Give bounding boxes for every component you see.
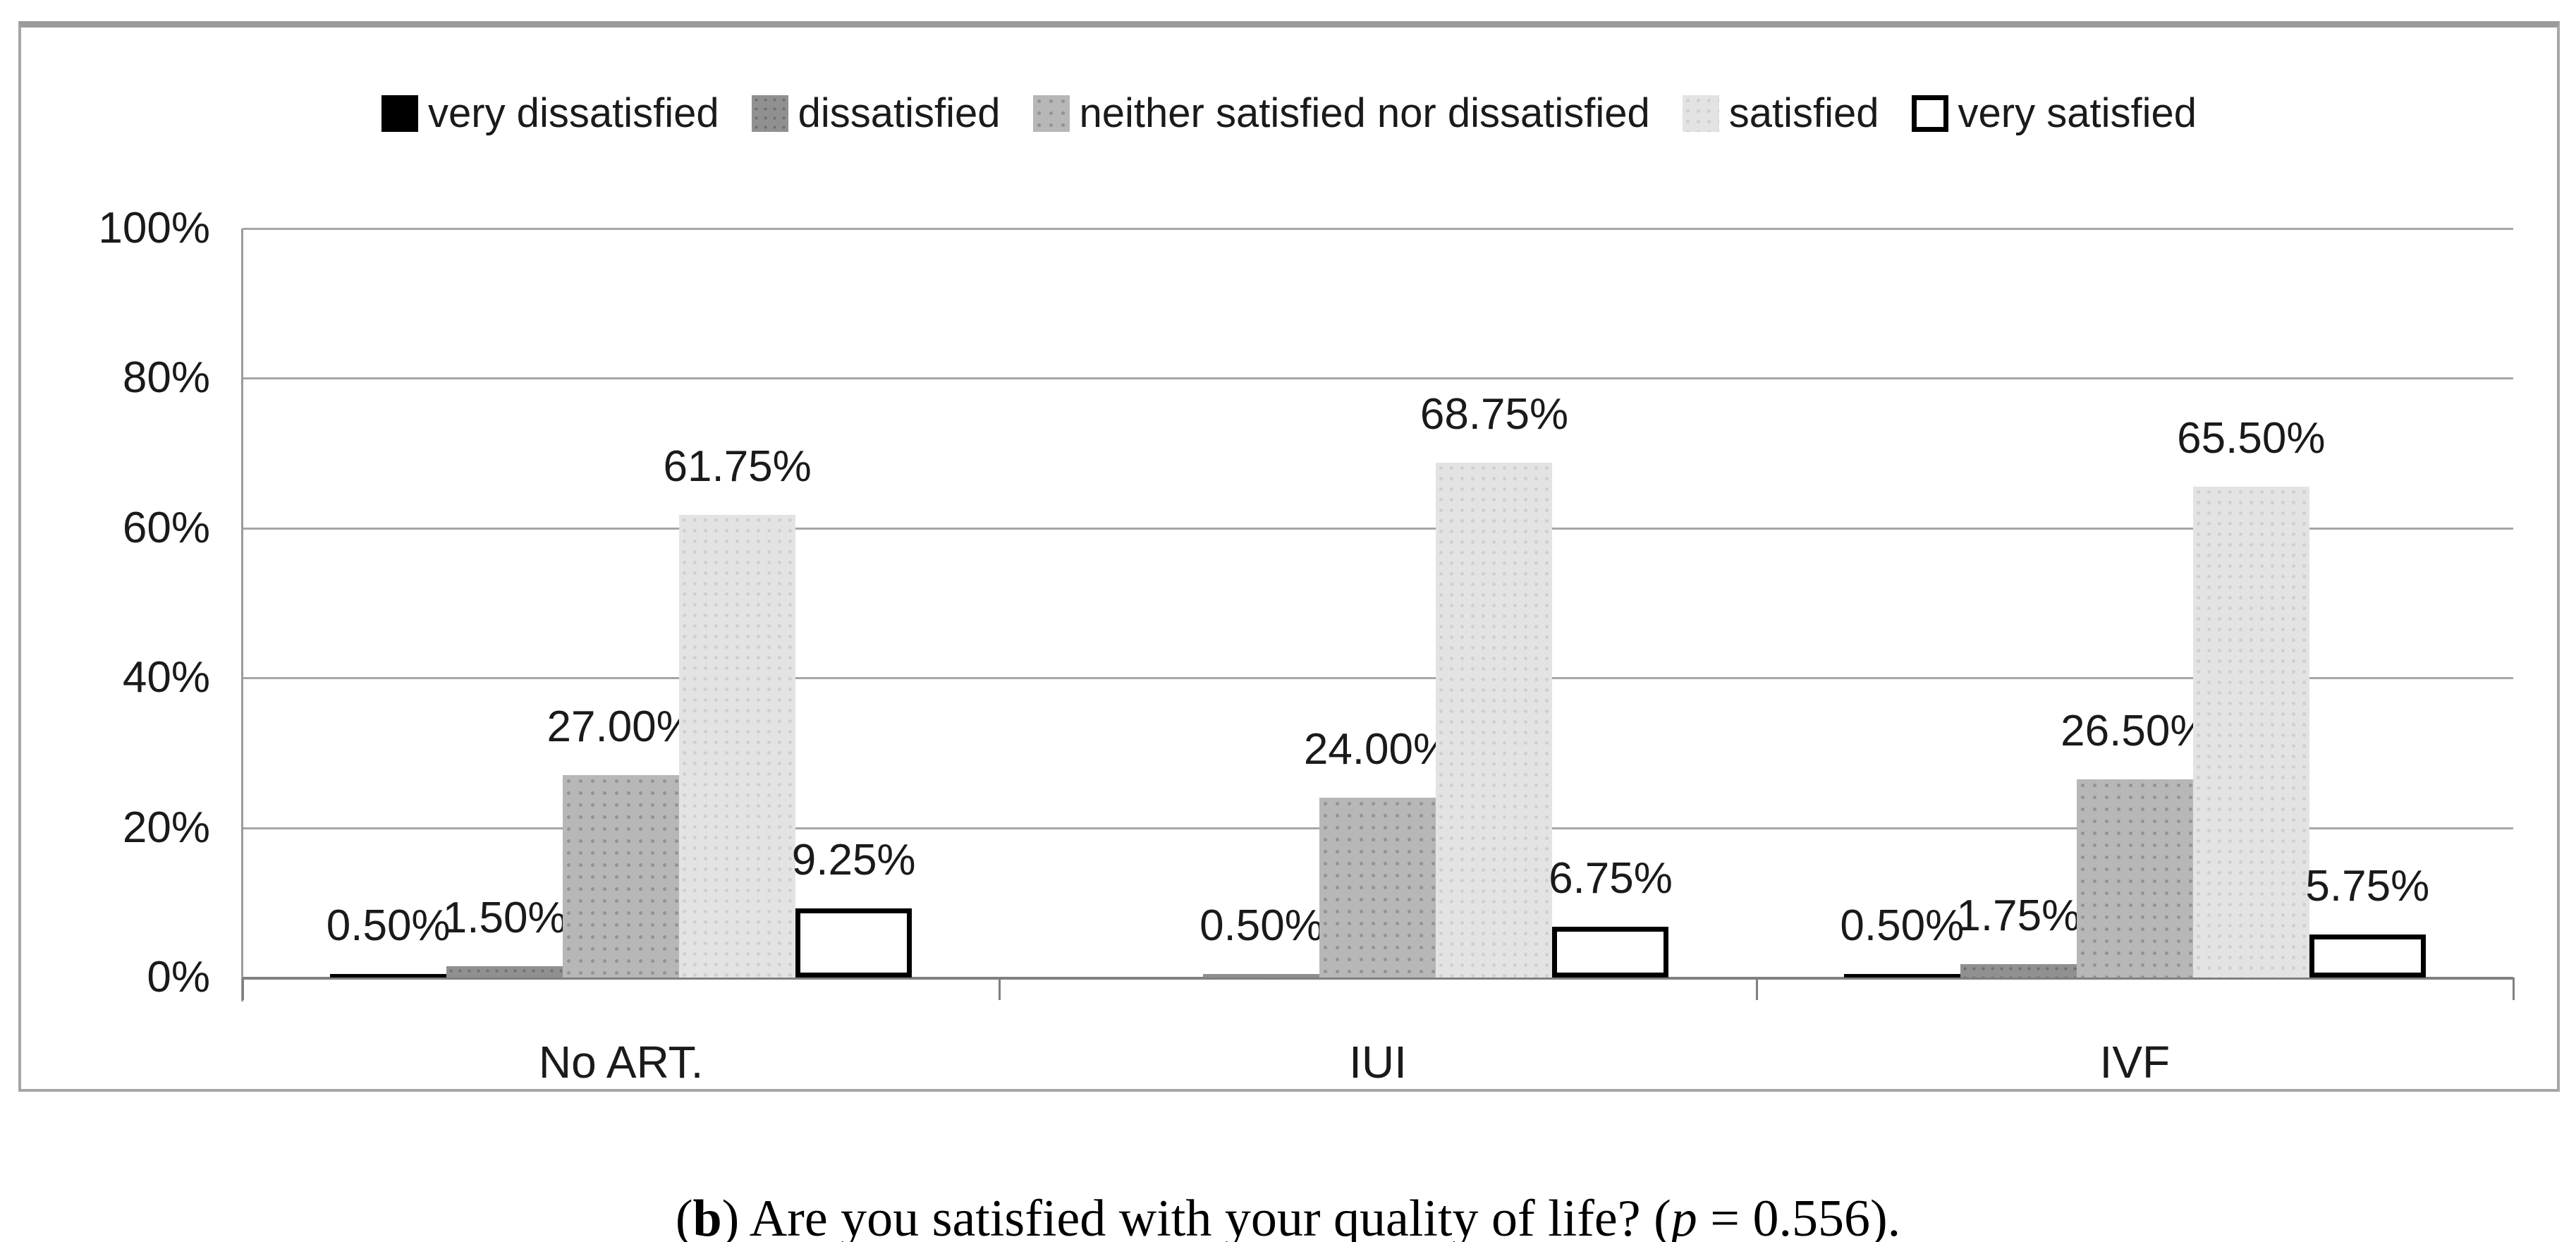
bar-neither-satisfied-nor-dissatisfied [1319, 798, 1436, 978]
x-axis-tick [999, 978, 1001, 1000]
data-label: 68.75% [1420, 390, 1569, 439]
bar-slot: 27.00% [547, 229, 695, 978]
x-axis-tick [2513, 978, 2515, 1000]
x-category-label: IVF [2099, 1037, 2171, 1088]
legend-swatch-0 [381, 95, 418, 132]
bar-very-satisfied [2309, 934, 2426, 978]
legend-label: dissatisfied [798, 90, 1001, 136]
data-label: 5.75% [2305, 862, 2430, 911]
legend-label: very satisfied [1958, 90, 2197, 136]
y-axis-label: 40% [122, 653, 210, 702]
x-axis-tick [1755, 978, 1758, 1000]
bar-group-IUI: 0.50% 24.00% 68.75% 6.75% [999, 229, 1756, 978]
bar-slot: 26.50% [2061, 229, 2209, 978]
x-axis-tick [242, 978, 244, 1000]
legend-swatch-2 [1032, 95, 1070, 132]
legend-swatch-3 [1682, 95, 1719, 132]
bar-slot: 0.50% [326, 229, 451, 978]
gridline-60% [243, 527, 2513, 530]
data-label: 65.50% [2177, 414, 2326, 463]
bar-satisfied [1436, 463, 1553, 978]
legend-label: neither satisfied nor dissatisfied [1079, 90, 1650, 136]
legend-swatch-1 [751, 95, 788, 132]
bar-slot: 0.50% [1840, 229, 1964, 978]
legend-item: very satisfied [1911, 90, 2197, 137]
legend-item: very dissatisfied [381, 90, 719, 137]
x-category-label: No ART. [538, 1037, 704, 1088]
caption-question: Are you satisfied with your quality of l… [749, 1190, 1671, 1242]
bar-slot: 61.75% [664, 229, 812, 978]
data-label: 9.25% [791, 836, 916, 884]
bar-dissatisfied [1960, 964, 2077, 978]
data-label: 1.75% [1956, 891, 2081, 940]
data-label: 61.75% [663, 442, 812, 491]
legend-item: neither satisfied nor dissatisfied [1032, 90, 1650, 137]
gridline-40% [243, 677, 2513, 680]
y-axis-line [241, 229, 243, 1001]
data-label: 27.00% [547, 702, 695, 751]
bar-very-satisfied [1552, 927, 1669, 978]
caption-after-letter: ) [721, 1190, 750, 1242]
x-category-label: IUI [1349, 1037, 1407, 1088]
bar-slot: 6.75% [1549, 229, 1673, 978]
legend-item: dissatisfied [751, 90, 1001, 137]
bar-slot: 65.50% [2177, 229, 2325, 978]
bar-satisfied [2192, 487, 2309, 978]
chart-frame: very dissatisfied dissatisfied neither sat… [18, 21, 2560, 1092]
bar-neither-satisfied-nor-dissatisfied [563, 775, 680, 978]
bar-slot: 1.50% [443, 229, 567, 978]
bar-neither-satisfied-nor-dissatisfied [2076, 779, 2193, 978]
y-axis-label: 100% [98, 204, 210, 252]
legend-item: satisfied [1682, 90, 1879, 137]
y-axis-label: 20% [122, 803, 210, 852]
gridline-100% [243, 228, 2513, 230]
legend-label: very dissatisfied [428, 90, 719, 136]
caption-panel-letter: b [692, 1190, 722, 1242]
bar-dissatisfied [1203, 974, 1320, 978]
legend-label: satisfied [1728, 90, 1879, 136]
caption-open: ( [675, 1190, 693, 1242]
data-label: 0.50% [1840, 901, 1965, 950]
bar-group-No ART.: 0.50% 1.50% 27.00% 61.75% 9.25% [243, 229, 999, 978]
data-label: 0.50% [326, 901, 451, 950]
gridline-80% [243, 377, 2513, 380]
y-axis-label: 60% [122, 503, 210, 552]
bar-very-satisfied [795, 908, 912, 978]
bar-slot: 9.25% [792, 229, 916, 978]
bar-slot: 5.75% [2305, 229, 2429, 978]
bar-group-IVF: 0.50% 1.75% 26.50% 65.50% 5.75% [1757, 229, 2513, 978]
data-label: 6.75% [1549, 854, 1673, 903]
caption-p-symbol: p [1671, 1190, 1697, 1242]
y-axis-label: 80% [122, 353, 210, 403]
bar-very-dissatisfied [1843, 974, 1960, 978]
caption-p-value: = 0.556). [1697, 1190, 1901, 1242]
bar-slot: 68.75% [1420, 229, 1568, 978]
data-label: 24.00% [1303, 725, 1453, 774]
gridline-0% [243, 977, 2513, 980]
bar-slot: 1.75% [1956, 229, 2080, 978]
chart-legend: very dissatisfied dissatisfied neither sat… [21, 90, 2557, 137]
bar-slot: 0.50% [1200, 229, 1324, 978]
bar-slot [1087, 229, 1203, 978]
bar-slot: 24.00% [1304, 229, 1452, 978]
bar-very-dissatisfied [330, 974, 447, 978]
figure-caption: (b) Are you satisfied with your quality … [0, 1189, 2576, 1242]
bar-satisfied [679, 515, 796, 978]
data-label: 1.50% [442, 894, 567, 942]
bar-dissatisfied [446, 966, 563, 978]
y-axis-label: 0% [147, 953, 210, 1001]
legend-swatch-4 [1911, 95, 1948, 132]
data-label: 0.50% [1200, 901, 1324, 950]
data-label: 26.50% [2061, 707, 2209, 755]
